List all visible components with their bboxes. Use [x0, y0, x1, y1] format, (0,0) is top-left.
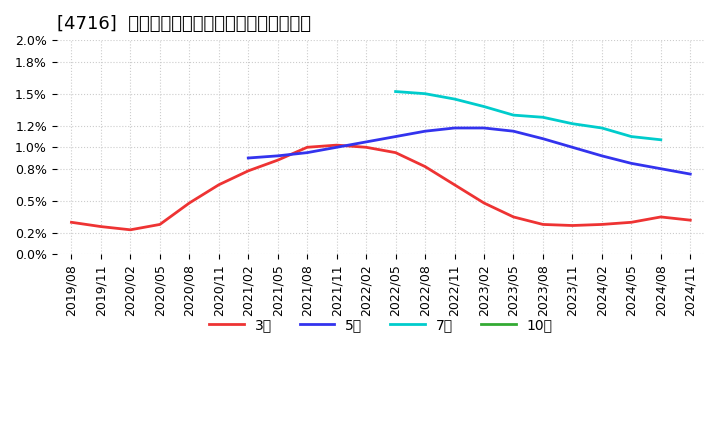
Line: 7年: 7年 [395, 92, 661, 140]
7年 [539, 115, 547, 120]
3年 [156, 222, 164, 227]
7年 [420, 91, 429, 96]
Line: 5年: 5年 [248, 128, 690, 174]
5年 [362, 139, 371, 145]
5年 [539, 136, 547, 141]
5年 [627, 161, 636, 166]
3年 [274, 158, 282, 163]
5年 [657, 166, 665, 171]
3年 [215, 182, 223, 187]
3年 [126, 227, 135, 232]
3年 [303, 145, 312, 150]
3年 [598, 222, 606, 227]
5年 [598, 153, 606, 158]
3年 [568, 223, 577, 228]
3年 [627, 220, 636, 225]
5年 [568, 145, 577, 150]
3年 [244, 168, 253, 173]
5年 [686, 172, 695, 177]
3年 [391, 150, 400, 155]
3年 [333, 143, 341, 148]
5年 [450, 125, 459, 131]
3年 [96, 224, 105, 229]
3年 [657, 214, 665, 220]
7年 [450, 96, 459, 102]
7年 [657, 137, 665, 143]
7年 [598, 125, 606, 131]
3年 [362, 145, 371, 150]
3年 [480, 200, 488, 205]
5年 [420, 128, 429, 134]
5年 [391, 134, 400, 139]
3年 [539, 222, 547, 227]
5年 [244, 155, 253, 161]
5年 [303, 150, 312, 155]
7年 [509, 113, 518, 118]
3年 [67, 220, 76, 225]
7年 [627, 134, 636, 139]
3年 [686, 217, 695, 223]
Line: 3年: 3年 [71, 145, 690, 230]
7年 [391, 89, 400, 94]
3年 [450, 182, 459, 187]
5年 [274, 153, 282, 158]
3年 [185, 200, 194, 205]
3年 [420, 164, 429, 169]
Legend: 3年, 5年, 7年, 10年: 3年, 5年, 7年, 10年 [203, 312, 559, 337]
Text: [4716]  当期純利益マージンの標準偏差の推移: [4716] 当期純利益マージンの標準偏差の推移 [57, 15, 311, 33]
5年 [333, 145, 341, 150]
7年 [568, 121, 577, 126]
5年 [480, 125, 488, 131]
3年 [509, 214, 518, 220]
7年 [480, 104, 488, 109]
5年 [509, 128, 518, 134]
